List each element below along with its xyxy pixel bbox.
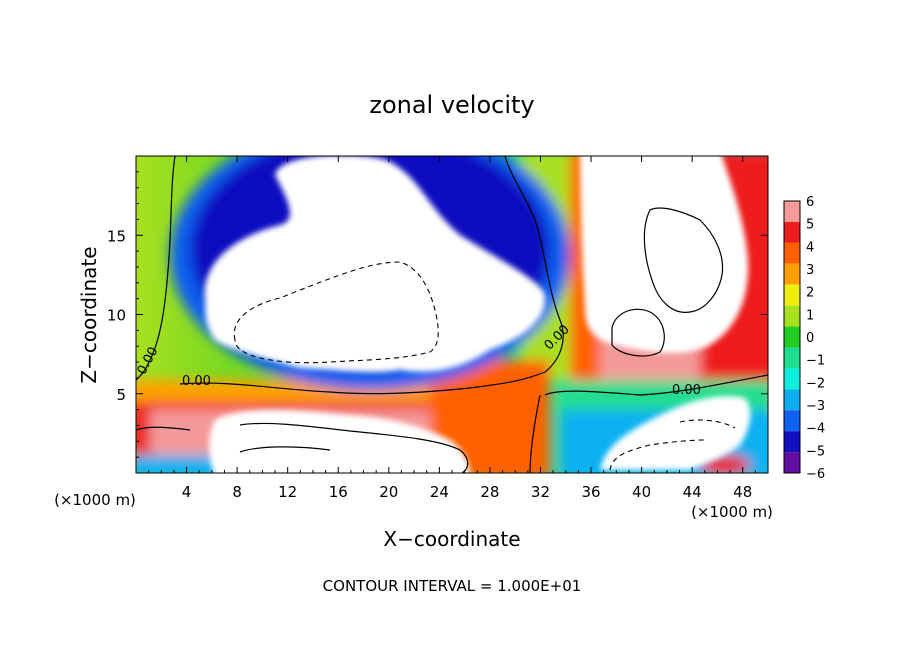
colorbar-swatch [784,452,800,473]
x-axis-unit-right: (×1000 m) [691,503,773,521]
x-axis-label: X−coordinate [383,527,520,551]
colorbar-label: 1 [806,308,814,323]
colorbar: 6 5 4 3 2 1 0 −1 −2 −3 −4 −5 −6 [783,195,825,482]
colorbar-frame [783,200,801,474]
x-tick-label: 24 [430,483,449,501]
colorbar-label: 2 [806,286,814,301]
y-axis-label: Z−coordinate [77,246,101,383]
x-tick-label: 16 [329,483,348,501]
contour-label: 0.00 [672,383,701,398]
colorbar-swatch [784,431,800,453]
x-tick-label: 20 [379,483,398,501]
contour-label: 0.00 [182,374,211,389]
colorbar-label: −2 [806,376,825,391]
x-tick-label: 44 [683,483,702,501]
x-tick-label: 12 [278,483,297,501]
y-tick-label: 15 [107,227,126,245]
x-axis-unit-left: (×1000 m) [54,491,136,509]
colorbar-swatch [784,201,800,222]
chart-title: zonal velocity [369,91,534,119]
x-axis: 4 8 12 16 20 24 28 32 36 40 44 48 [148,156,756,501]
colorbar-swatch [784,221,800,243]
x-tick-label: 8 [232,483,242,501]
colorbar-label: 4 [806,240,814,255]
colorbar-label: 6 [806,195,814,210]
y-tick-label: 10 [107,307,126,325]
y-axis: 5 10 15 [107,171,768,458]
colorbar-swatch [784,305,800,327]
colorbar-label: −1 [806,354,825,369]
x-tick-label: 40 [632,483,651,501]
colorbar-swatch [784,242,800,264]
x-tick-label: 36 [581,483,600,501]
colorbar-label: −4 [806,422,825,437]
contour-interval-note: CONTOUR INTERVAL = 1.000E+01 [323,577,582,595]
colorbar-swatch [784,368,800,390]
heatmap-field [136,156,768,473]
colorbar-label: 3 [806,263,814,278]
colorbar-label: 5 [806,218,814,233]
colorbar-label: −5 [806,444,825,459]
x-tick-label: 28 [480,483,499,501]
colorbar-label: 0 [806,331,814,346]
x-tick-label: 32 [531,483,550,501]
colorbar-swatch [784,347,800,369]
y-tick-label: 5 [116,386,126,404]
x-tick-label: 4 [182,483,192,501]
colorbar-swatch [784,389,800,411]
colorbar-label: −3 [806,399,825,414]
colorbar-swatch [784,263,800,285]
colorbar-label: −6 [806,467,825,482]
colorbar-swatch [784,284,800,306]
colorbar-swatch [784,410,800,432]
x-tick-label: 48 [733,483,752,501]
colorbar-swatch [784,326,800,348]
